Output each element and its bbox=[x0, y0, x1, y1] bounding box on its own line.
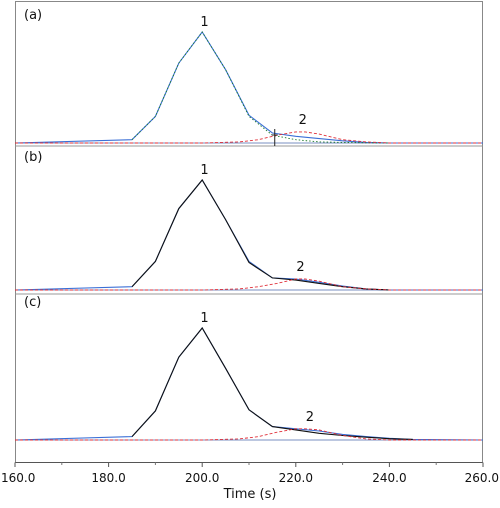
peak-label-2: 2 bbox=[296, 260, 304, 275]
series-line-1 bbox=[14, 327, 484, 441]
x-axis-label: Time (s) bbox=[223, 487, 277, 502]
panels: (a) 1 2 (b) 1 2 (c) 1 2 bbox=[14, 8, 484, 441]
series-line-3 bbox=[15, 278, 483, 291]
panel-label: (b) bbox=[24, 150, 42, 165]
plot-frame bbox=[15, 1, 483, 463]
series-line-1 bbox=[14, 179, 483, 291]
series-line-1 bbox=[14, 31, 483, 144]
peak-label-2: 2 bbox=[306, 410, 314, 425]
panel-3: (c) 1 2 bbox=[14, 295, 484, 441]
series-line-2 bbox=[131, 327, 413, 440]
panel-2: (b) 1 2 bbox=[14, 150, 483, 291]
peak-label-1: 1 bbox=[200, 163, 208, 178]
x-tick-label: 220.0 bbox=[279, 471, 313, 485]
x-tick-label: 180.0 bbox=[91, 471, 125, 485]
series-line-3 bbox=[15, 131, 483, 144]
x-tick-label: 240.0 bbox=[372, 471, 406, 485]
series-line-2 bbox=[131, 179, 390, 291]
x-tick-label: 260.0 bbox=[465, 471, 499, 485]
x-axis: 160.0 180.0 200.0 220.0 240.0 260.0 bbox=[1, 462, 499, 485]
series-line-3 bbox=[15, 428, 483, 441]
panel-1: (a) 1 2 bbox=[14, 8, 483, 146]
x-tick-label: 200.0 bbox=[185, 471, 219, 485]
panel-label: (c) bbox=[24, 295, 41, 310]
x-tick-label: 160.0 bbox=[1, 471, 35, 485]
panel-label: (a) bbox=[24, 8, 42, 23]
peak-label-1: 1 bbox=[200, 311, 208, 326]
series-line-2 bbox=[131, 31, 390, 144]
peak-label-1: 1 bbox=[200, 15, 208, 30]
peak-label-2: 2 bbox=[299, 113, 307, 128]
